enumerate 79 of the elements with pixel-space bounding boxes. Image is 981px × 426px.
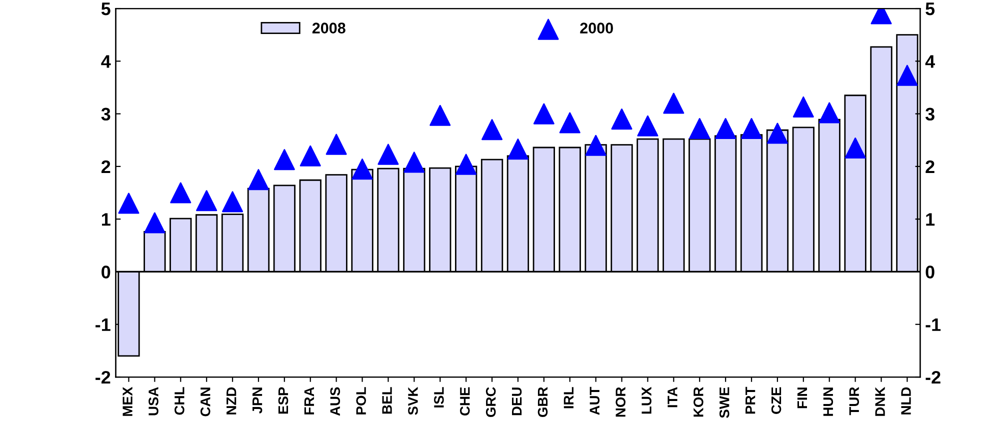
point [170, 182, 192, 204]
point [896, 64, 918, 86]
point [689, 118, 710, 140]
y-tick-label: -1 [96, 318, 110, 331]
point [818, 102, 840, 124]
x-tick-label: IRL [564, 387, 574, 408]
y-tick-label: 0 [102, 266, 110, 278]
x-tick-label: NZD [226, 387, 236, 414]
point [507, 138, 528, 160]
x-tick-label: LUX [642, 386, 652, 414]
x-tick-label: ISL [434, 387, 444, 408]
x-tick-label: DEU [512, 388, 522, 416]
point [792, 96, 814, 118]
x-tick-label: PRT [746, 386, 756, 414]
y-tick-label: 4 [101, 55, 111, 68]
y2-tick-label: 4 [925, 55, 935, 68]
x-tick-label: FRA [304, 387, 314, 414]
point [404, 152, 425, 173]
point [585, 134, 606, 156]
point [559, 112, 580, 134]
point [222, 191, 244, 212]
point [378, 144, 399, 165]
y-tick-label: 1 [102, 213, 110, 226]
x-tick-label: SWE [719, 387, 730, 418]
y-tick-label: 3 [101, 108, 110, 121]
y2-tick-label: 3 [925, 108, 934, 121]
point [663, 92, 684, 114]
y2-tick-label: 2 [926, 160, 934, 173]
x-tick-label: KOR [694, 387, 704, 417]
x-tick-label: AUT [590, 386, 600, 415]
x-tick-label: SVK [408, 386, 418, 415]
x-tick-label: POL [356, 387, 366, 414]
point [456, 154, 477, 175]
legend-label: 2008 [312, 22, 346, 34]
x-tick-label: GRC [486, 387, 496, 418]
point [144, 212, 166, 234]
point [637, 115, 658, 136]
x-tick-label: NLD [901, 387, 911, 414]
y-tick-label: -2 [96, 370, 110, 384]
x-tick-label: CZE [771, 387, 782, 414]
y2-tick-label: -1 [926, 318, 941, 331]
x-tick-label: BEL [382, 387, 392, 414]
point [274, 149, 295, 170]
point [740, 118, 762, 140]
legend-label: 2000 [580, 22, 613, 34]
x-tick-label: GBR [538, 387, 548, 418]
point [118, 192, 140, 214]
y-tick-label: 5 [101, 2, 110, 16]
x-tick-label: CHE [460, 387, 470, 416]
x-tick-label: NOR [616, 387, 626, 417]
point [326, 134, 347, 155]
x-tick-label: MEX [122, 386, 132, 416]
point [482, 119, 503, 140]
point [533, 103, 554, 124]
y2-tick-label: 5 [926, 2, 935, 16]
point [352, 158, 373, 180]
point [248, 169, 269, 190]
point [766, 122, 788, 144]
x-tick-label: HUN [823, 388, 834, 416]
y2-tick-label: 1 [926, 213, 935, 226]
x-tick-label: FIN [797, 388, 807, 408]
point [844, 138, 866, 159]
point [715, 118, 736, 140]
point [196, 190, 218, 212]
x-tick-label: ITA [668, 387, 678, 408]
x-tick-label: TUR [849, 387, 860, 416]
y2-tick-label: -2 [926, 370, 940, 384]
x-tick-label: ESP [278, 387, 288, 414]
x-tick-label: USA [148, 387, 158, 416]
y2-tick-label: 0 [926, 266, 934, 278]
point [430, 104, 451, 126]
y-tick-label: 2 [101, 160, 110, 173]
x-tick-label: AUS [330, 387, 340, 416]
x-tick-label: CHL [174, 387, 184, 415]
point [611, 108, 632, 130]
point [300, 145, 321, 166]
x-tick-label: DNK [875, 386, 885, 416]
x-tick-label: CAN [200, 388, 210, 416]
x-tick-label: JPN [252, 388, 262, 414]
